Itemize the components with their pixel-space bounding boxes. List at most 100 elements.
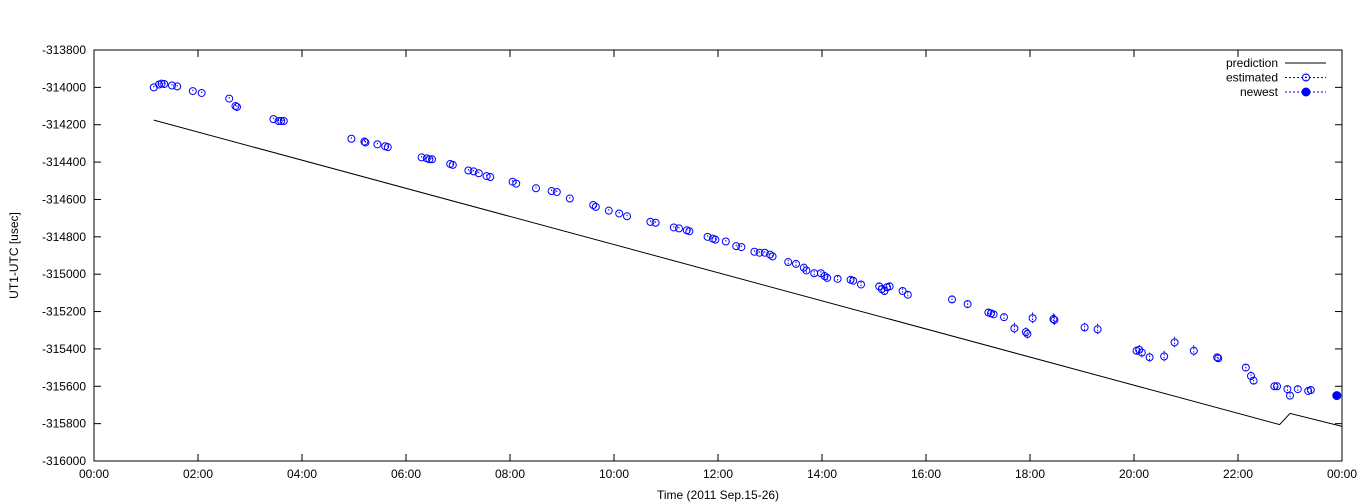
estimated-point xyxy=(1270,382,1279,391)
x-tick-label: 02:00 xyxy=(183,467,213,481)
y-tick-label: -316000 xyxy=(42,454,86,468)
estimated-point xyxy=(903,290,912,299)
estimated-point xyxy=(188,87,197,96)
estimated-point xyxy=(157,79,166,88)
estimated-point xyxy=(1049,315,1058,324)
estimated-point xyxy=(512,179,521,188)
estimated-point xyxy=(173,82,182,91)
estimated-point xyxy=(448,160,457,169)
estimated-point xyxy=(1213,353,1222,362)
estimated-point xyxy=(1050,315,1059,324)
estimated-point xyxy=(768,252,777,261)
estimated-point xyxy=(1080,323,1089,332)
y-tick-label: -315000 xyxy=(42,267,86,281)
estimated-point xyxy=(591,202,600,211)
legend-label: estimated xyxy=(1226,71,1278,85)
estimated-point xyxy=(675,224,683,233)
estimated-point xyxy=(425,155,434,164)
estimated-point xyxy=(233,102,241,111)
estimated-point xyxy=(651,218,660,227)
y-tick-labels: -313800 -314000 -314200 -314400 -314600 -3148… xyxy=(42,43,86,468)
estimated-point xyxy=(231,102,240,111)
estimated-point xyxy=(711,235,720,244)
estimated-point xyxy=(1145,353,1154,362)
estimated-point xyxy=(1273,382,1281,391)
estimated-point xyxy=(802,266,811,275)
estimated-point xyxy=(1010,324,1019,333)
y-tick-label: -314800 xyxy=(42,230,86,244)
estimated-point xyxy=(857,280,865,289)
estimated-point xyxy=(604,206,613,215)
estimated-point xyxy=(766,250,774,259)
estimated-point xyxy=(732,242,741,251)
estimated-point xyxy=(849,276,858,285)
estimated-point xyxy=(646,217,655,226)
estimated-point xyxy=(755,248,764,257)
newest-point xyxy=(1332,391,1342,401)
estimated-point xyxy=(274,116,283,125)
y-tick-label: -315400 xyxy=(42,342,86,356)
estimated-point xyxy=(760,248,769,257)
x-tick-label: 14:00 xyxy=(807,467,837,481)
estimated-point xyxy=(279,116,288,125)
x-tick-label: 06:00 xyxy=(391,467,421,481)
estimated-point xyxy=(360,137,369,146)
estimated-point xyxy=(474,169,483,178)
estimated-point xyxy=(784,258,793,267)
estimated-point xyxy=(1160,352,1169,361)
estimated-point xyxy=(823,273,832,282)
estimated-point xyxy=(799,263,808,272)
prediction-line xyxy=(153,119,1343,427)
estimated-point xyxy=(1286,391,1294,400)
estimated-point xyxy=(1028,314,1037,323)
estimated-point xyxy=(464,166,473,175)
estimated-point xyxy=(589,201,598,210)
estimated-point xyxy=(810,269,819,278)
x-tick-label: 20:00 xyxy=(1119,467,1149,481)
estimated-point xyxy=(469,167,478,176)
x-tick-label: 08:00 xyxy=(495,467,525,481)
x-tick-label: 18:00 xyxy=(1015,467,1045,481)
estimated-point xyxy=(1023,329,1032,338)
x-tick-label: 16:00 xyxy=(911,467,941,481)
estimated-point xyxy=(225,94,234,103)
legend-swatch-marker xyxy=(1302,73,1310,82)
estimated-point xyxy=(565,194,574,203)
estimated-point xyxy=(1189,346,1198,355)
estimated-point xyxy=(373,140,382,149)
estimated-point xyxy=(1135,345,1144,354)
estimated-point xyxy=(168,81,176,90)
estimated-point xyxy=(685,227,694,236)
y-axis-label: UT1-UTC [usec] xyxy=(7,212,21,299)
y-tick-label: -313800 xyxy=(42,43,86,57)
legend-label: prediction xyxy=(1226,56,1278,70)
estimated-point xyxy=(383,143,392,152)
estimated-point xyxy=(948,295,956,304)
estimated-point xyxy=(963,300,972,309)
estimated-point xyxy=(197,88,206,97)
estimated-point xyxy=(1170,338,1179,347)
estimated-point xyxy=(989,310,998,319)
x-tick-label: 00:00 xyxy=(79,467,109,481)
estimated-point xyxy=(160,80,169,89)
estimated-point xyxy=(1241,363,1250,372)
y-tick-label: -315200 xyxy=(42,305,86,319)
estimated-point xyxy=(1247,371,1255,380)
estimated-point xyxy=(552,187,561,196)
plot-frame xyxy=(93,49,1343,462)
y-tick-label: -315800 xyxy=(42,417,86,431)
estimated-point xyxy=(547,187,556,196)
y-tick-label: -315600 xyxy=(42,379,86,393)
estimated-point xyxy=(833,274,842,283)
estimated-point xyxy=(1293,385,1302,394)
x-tick-label: 22:00 xyxy=(1223,467,1253,481)
y-tick-label: -314000 xyxy=(42,80,86,94)
estimated-point xyxy=(1021,328,1030,337)
estimated-point xyxy=(1093,325,1102,334)
y-tick-label: -314600 xyxy=(42,192,86,206)
y-tick-label: -314400 xyxy=(42,155,86,169)
x-tick-label: 12:00 xyxy=(703,467,733,481)
estimated-point xyxy=(269,115,278,124)
